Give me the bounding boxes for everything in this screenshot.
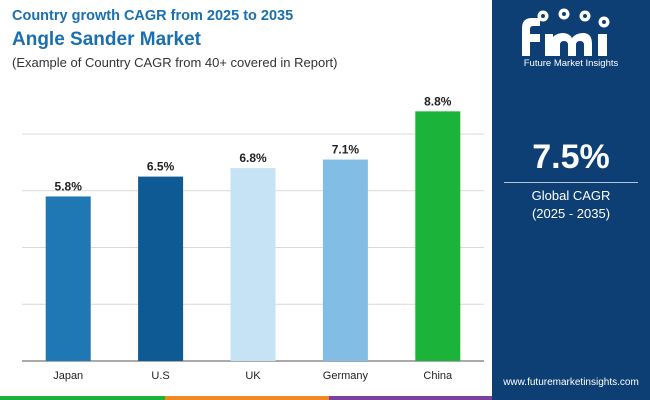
x-tick-label: Japan (53, 370, 83, 382)
x-tick-label: China (423, 370, 453, 382)
bar-value-label: 5.8% (55, 179, 83, 193)
bottom-bar-segment (165, 396, 329, 400)
bar-china (415, 111, 461, 361)
bar-value-label: 8.8% (424, 94, 452, 108)
bar-value-label: 7.1% (332, 143, 360, 157)
chart-title: Angle Sander Market (12, 29, 201, 50)
chart-supertitle: Country growth CAGR from 2025 to 2035 (12, 8, 294, 24)
bottom-bar-segment (0, 396, 165, 400)
logo-name: Future Market Insights (523, 58, 619, 69)
bar-u-s (138, 176, 184, 361)
bottom-bar-segment (329, 396, 492, 400)
global-cagr-value: 7.5% (532, 138, 610, 176)
fmi-logo-icon (522, 8, 610, 56)
bar-japan (45, 196, 91, 361)
x-tick-label: UK (245, 370, 261, 382)
bar-chart: 5.8% Japan 6.5% U.S 6.8% UK 7.1% Germany 8.8% Chi… (22, 94, 484, 382)
x-tick-label: Germany (323, 370, 369, 382)
chart-subtitle: (Example of Country CAGR from 40+ covere… (12, 55, 338, 70)
bar-value-label: 6.5% (147, 160, 175, 174)
global-cagr-label: Global CAGR (531, 188, 611, 203)
x-tick-label: U.S (151, 370, 169, 382)
global-cagr-period: (2025 - 2035) (531, 206, 611, 221)
cagr-divider (504, 182, 638, 183)
bar-uk (230, 168, 276, 361)
bar-value-label: 6.8% (239, 151, 267, 165)
bar-germany (322, 159, 368, 361)
website-url[interactable]: www.futuremarketinsights.com (503, 377, 639, 388)
bottom-bar-segment (492, 396, 650, 400)
bottom-color-bar (0, 396, 650, 400)
sidebar-panel: Future Market Insights 7.5% Global CAGR … (492, 0, 650, 396)
chart-panel: Country growth CAGR from 2025 to 2035 An… (12, 8, 484, 382)
